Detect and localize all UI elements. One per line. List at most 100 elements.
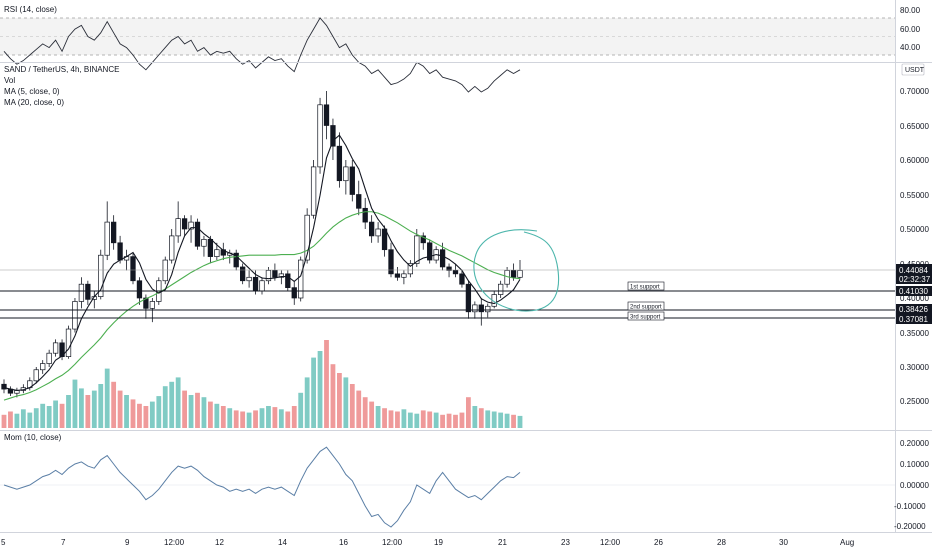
volume-bar <box>214 403 220 428</box>
candle <box>214 242 220 261</box>
volume-bar <box>149 401 155 428</box>
time-tick: 5 <box>1 538 6 547</box>
price-tick: 0.40000 <box>900 294 929 303</box>
volume-bar <box>27 412 33 428</box>
candlesticks <box>1 91 523 398</box>
volume-bar <box>156 396 162 428</box>
volume-bar <box>195 392 200 428</box>
volume-bar <box>137 403 142 428</box>
candle <box>59 339 65 361</box>
volume-bar <box>53 400 58 428</box>
svg-text:0.44084: 0.44084 <box>899 266 928 275</box>
volume-bar <box>395 411 400 428</box>
time-tick: 7 <box>61 538 66 547</box>
hand-drawn-circle <box>473 229 560 312</box>
candle <box>85 280 91 305</box>
volume-bar <box>285 411 291 428</box>
volume-bar <box>511 414 516 428</box>
candle <box>52 339 59 357</box>
symbol-title: SAND / TetherUS, 4h, BINANCE <box>4 65 119 74</box>
volume-bar <box>220 406 226 428</box>
time-tick: 12:00 <box>382 538 403 547</box>
volume-bar <box>59 403 65 428</box>
currency-badge[interactable] <box>901 63 925 76</box>
volume-bar <box>291 406 297 428</box>
candle <box>265 266 272 285</box>
candle <box>465 280 472 319</box>
candle <box>401 270 407 285</box>
mom-label: Mom (10, close) <box>4 433 62 442</box>
momentum-line <box>3 446 521 528</box>
candle <box>285 270 291 292</box>
candle <box>259 277 265 295</box>
volume-bar <box>485 410 491 428</box>
volume-bar <box>349 384 355 428</box>
volume-bar <box>33 408 39 428</box>
volume-bar <box>201 397 207 428</box>
volume-bar <box>253 410 258 428</box>
candle <box>459 270 465 288</box>
indicator-ma5: MA (5, close, 0) <box>4 87 60 96</box>
candle <box>427 239 433 264</box>
support-tag-3: 0.37081 <box>896 314 932 324</box>
candle <box>194 218 201 250</box>
svg-text:0.38426: 0.38426 <box>899 305 928 314</box>
svg-text:1st support: 1st support <box>630 285 660 291</box>
volume-bar <box>504 413 510 428</box>
candle <box>407 260 413 278</box>
time-tick: 12:00 <box>164 538 185 547</box>
last-price-tag: 0.44084 02:32:37 <box>896 264 932 284</box>
ma20-line <box>3 211 521 401</box>
candle <box>317 97 323 174</box>
volume-bar <box>227 408 233 428</box>
time-tick: 28 <box>717 538 726 547</box>
time-tick: 16 <box>339 538 348 547</box>
volume-bar <box>266 406 271 428</box>
candle <box>375 222 381 243</box>
mom-tick: -0.10000 <box>894 502 926 511</box>
volume-bar <box>498 412 504 428</box>
volume-bar <box>343 377 349 428</box>
svg-text:3rd support: 3rd support <box>630 315 661 321</box>
volume-bar <box>233 410 239 428</box>
time-tick: 26 <box>654 538 663 547</box>
candle <box>414 229 420 267</box>
support-label-2: 2nd support <box>627 301 665 311</box>
price-tick: 0.70000 <box>900 87 929 96</box>
price-axis[interactable]: 80.00 60.00 40.00 USDT 0.70000 0.65000 0… <box>894 0 932 532</box>
time-axis[interactable]: 5 7 9 12:00 12 14 16 12:00 19 21 23 12:0… <box>0 532 932 548</box>
ma5-line <box>3 134 521 392</box>
volume-bar <box>420 410 426 428</box>
volume-bar <box>317 351 323 428</box>
volume-bar <box>240 411 246 428</box>
time-tick: 23 <box>561 538 570 547</box>
volume-bar <box>369 401 375 428</box>
volume-bar <box>388 410 394 428</box>
time-tick: 19 <box>434 538 443 547</box>
support-label-1: 1st support <box>627 281 665 291</box>
volume-bar <box>66 395 71 428</box>
volume-bar <box>1 414 7 428</box>
candle <box>72 298 78 333</box>
candle <box>298 256 304 302</box>
volume-bar <box>517 415 523 428</box>
price-pane: 1st support 2nd support 3rd support SAND… <box>0 65 895 428</box>
price-tick: 0.35000 <box>900 329 929 338</box>
rsi-tick: 60.00 <box>900 25 921 34</box>
volume-bar <box>382 408 387 428</box>
candle <box>343 160 349 195</box>
candle <box>7 386 14 396</box>
candle <box>233 249 239 271</box>
time-tick: 12:00 <box>600 538 621 547</box>
rsi-pane: RSI (14, close) <box>0 5 895 93</box>
volume-bar <box>278 409 284 428</box>
candle <box>323 91 330 140</box>
candle <box>278 270 284 285</box>
volume-bar <box>175 377 181 428</box>
volume-bar <box>111 381 117 428</box>
volume-bar <box>427 411 433 428</box>
time-tick: 9 <box>125 538 130 547</box>
volume-bar <box>130 399 136 428</box>
volume-bar <box>356 390 362 428</box>
